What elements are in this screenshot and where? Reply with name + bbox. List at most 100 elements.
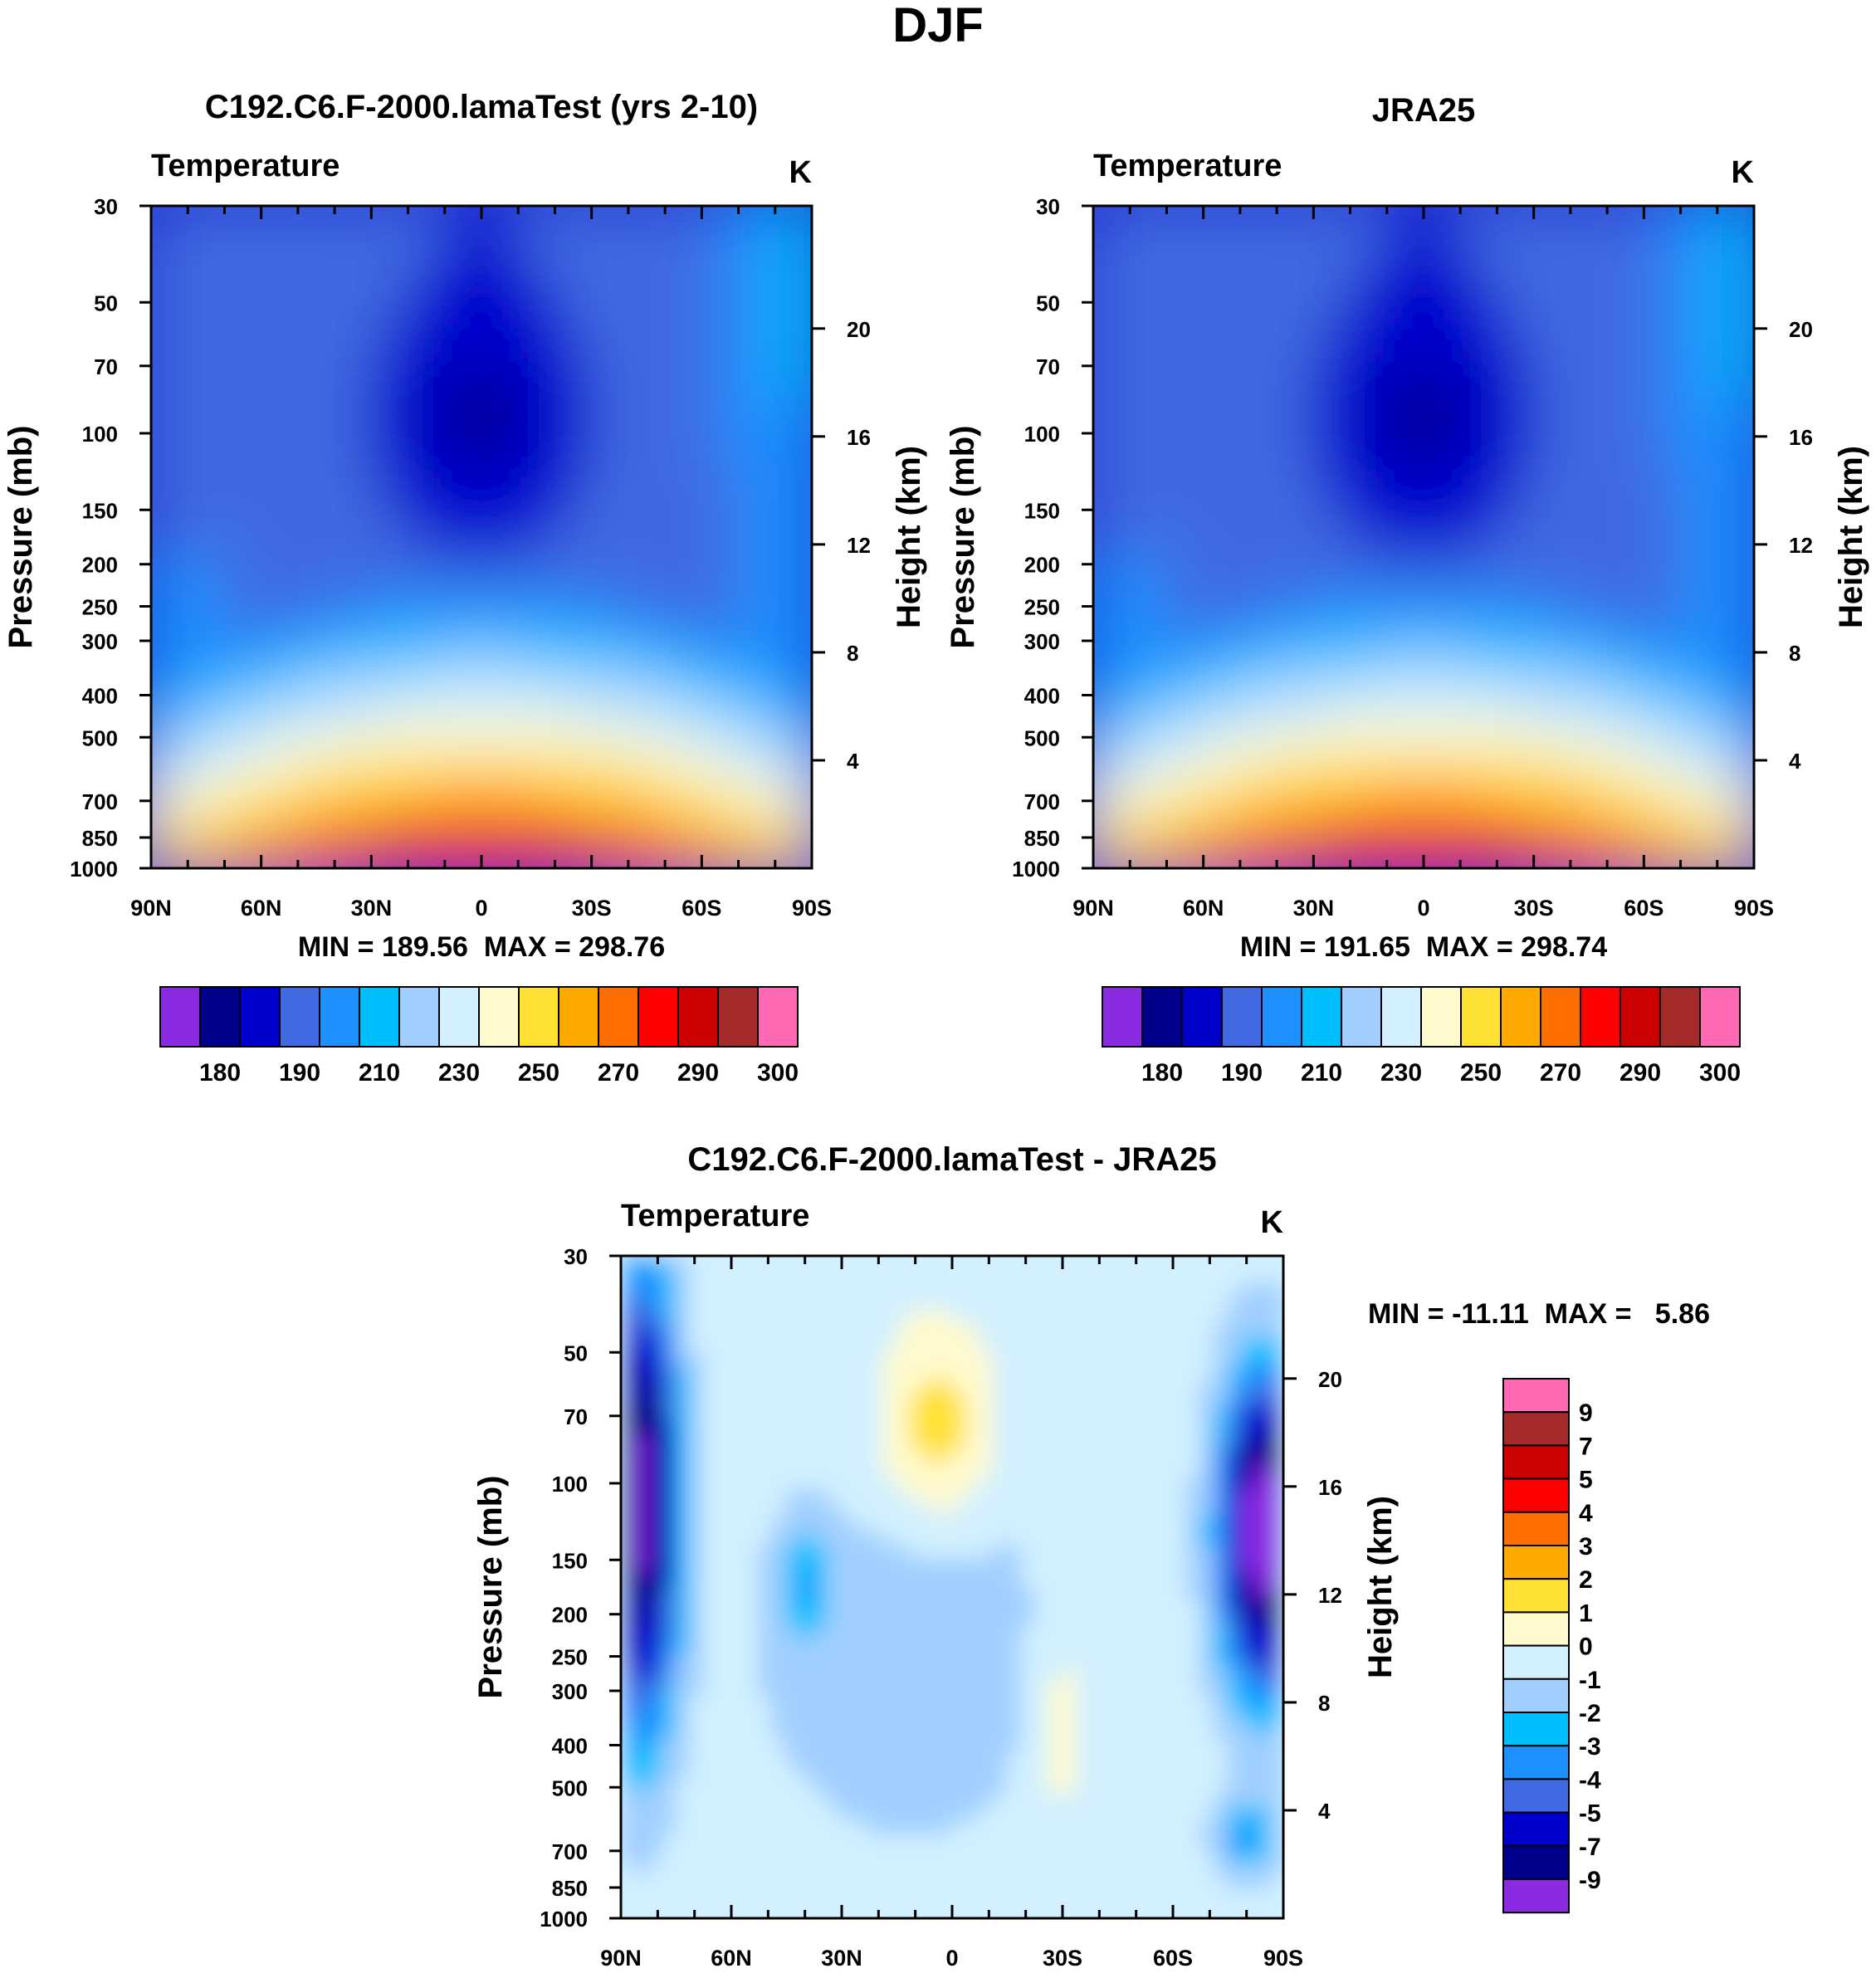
contour-field-cells (621, 1256, 1283, 1918)
colorbar-swatch (1620, 986, 1661, 1048)
colorbar-label: -9 (1579, 1867, 1601, 1894)
colorbar-swatch (1502, 1678, 1570, 1714)
pressure-tick-label: 850 (82, 826, 118, 851)
panel-model-colorbar: 180 190 210 230 250 270 290 300 (159, 986, 799, 1087)
pressure-tick-label: 400 (82, 683, 118, 708)
contour-field-cells (151, 206, 812, 868)
height-tick-label: 4 (847, 749, 859, 774)
height-tick-label: 12 (1318, 1583, 1342, 1608)
colorbar-label: 300 (757, 1059, 799, 1087)
colorbar-label: 2 (1579, 1566, 1593, 1594)
height-tick-label: 20 (1789, 317, 1813, 342)
pressure-tick-label: 1000 (540, 1907, 588, 1932)
pressure-tick-label: 500 (1024, 725, 1060, 750)
colorbar-swatch (159, 986, 201, 1048)
height-tick-label: 16 (1318, 1475, 1342, 1500)
colorbar-label: 270 (1540, 1059, 1581, 1087)
height-tick-label: 4 (1318, 1799, 1331, 1824)
panel-reanalysis-ylabel: Pressure (mb) (945, 426, 981, 649)
colorbar-swatch (438, 986, 480, 1048)
panel-difference-latitude-axis: 90N 60N 30N 0 30S 60S 90S (600, 1256, 1303, 1971)
latitude-tick-label: 90S (1263, 1946, 1303, 1971)
pressure-tick-label: 50 (94, 291, 118, 315)
panel-model: C192.C6.F-2000.lamaTest (yrs 2-10) Tempe… (2, 89, 927, 1087)
panel-model-pressure-axis: 30 50 70 100 150 200 250 300 400 500 700 850 1000 (70, 194, 151, 882)
panel-model-latitude-axis: 90N 60N 30N 0 30S 60S 90S (130, 206, 832, 921)
pressure-tick-label: 700 (1024, 789, 1060, 814)
pressure-tick-label: 300 (552, 1679, 588, 1704)
latitude-tick-label: 60N (711, 1946, 752, 1971)
colorbar-label: 230 (1380, 1059, 1422, 1087)
panel-model-ylabel-right: Height (km) (891, 446, 927, 628)
colorbar-label: 190 (1221, 1059, 1263, 1087)
pressure-tick-label: 200 (552, 1603, 588, 1628)
colorbar-swatch (1102, 986, 1143, 1048)
colorbar-swatch (1502, 1378, 1570, 1414)
colorbar-label: 1 (1579, 1599, 1593, 1627)
colorbar-swatch (1500, 986, 1541, 1048)
colorbar-label: 210 (359, 1059, 400, 1087)
panel-model-height-axis: 20 16 12 8 4 (812, 317, 871, 774)
panel-reanalysis-pressure-axis: 30 50 70 100 150 200 250 300 400 500 700 850 1000 (1012, 194, 1093, 882)
latitude-tick-label: 0 (1417, 896, 1429, 921)
pressure-tick-label: 200 (1024, 553, 1060, 578)
colorbar-swatch (1502, 1578, 1570, 1614)
pressure-tick-label: 100 (82, 422, 118, 447)
height-tick-label: 4 (1789, 749, 1801, 774)
pressure-tick-label: 70 (94, 354, 118, 379)
latitude-tick-label: 60S (1153, 1946, 1193, 1971)
colorbar-swatch (1460, 986, 1502, 1048)
colorbar-swatch (319, 986, 360, 1048)
pressure-tick-label: 200 (82, 553, 118, 578)
latitude-tick-label: 30N (821, 1946, 862, 1971)
colorbar-label: 0 (1579, 1634, 1593, 1661)
colorbar-swatch (478, 986, 520, 1048)
height-tick-label: 8 (847, 641, 858, 666)
pressure-tick-label: 50 (564, 1341, 588, 1365)
colorbar-swatch (1502, 1644, 1570, 1680)
colorbar-label: -3 (1579, 1733, 1601, 1761)
colorbar-label: 5 (1579, 1467, 1593, 1494)
colorbar-swatch (1502, 1811, 1570, 1847)
colorbar-swatch (1502, 1411, 1570, 1447)
pressure-tick-label: 850 (1024, 826, 1060, 851)
colorbar-label: 290 (677, 1059, 719, 1087)
pressure-tick-label: 250 (1024, 595, 1060, 620)
colorbar-swatch (1502, 1844, 1570, 1881)
latitude-tick-label: 30S (1514, 896, 1554, 921)
latitude-tick-label: 30N (1293, 896, 1335, 921)
colorbar-swatch (1261, 986, 1302, 1048)
panel-model-units-label: K (789, 155, 813, 190)
colorbar-label: 190 (279, 1059, 320, 1087)
colorbar-label: 4 (1579, 1500, 1593, 1527)
pressure-tick-label: 150 (1024, 498, 1060, 523)
panel-difference-height-axis: 20 16 12 8 4 (1283, 1367, 1342, 1824)
panel-model-stats: MIN = 189.56 MAX = 298.76 (298, 931, 665, 963)
colorbar-swatch (279, 986, 320, 1048)
pressure-tick-label: 250 (82, 595, 118, 620)
height-tick-label: 20 (1318, 1367, 1342, 1392)
panel-difference-units-label: K (1261, 1205, 1284, 1240)
latitude-tick-label: 0 (945, 1946, 958, 1971)
colorbar-label: 270 (598, 1059, 639, 1087)
panel-difference-title: C192.C6.F-2000.lamaTest - JRA25 (687, 1141, 1216, 1178)
pressure-tick-label: 400 (552, 1733, 588, 1758)
panel-difference: C192.C6.F-2000.lamaTest - JRA25 Temperat… (472, 1141, 1710, 1971)
pressure-tick-label: 1000 (1012, 857, 1060, 882)
colorbar-label: 180 (199, 1059, 241, 1087)
colorbar-swatch (1502, 1444, 1570, 1480)
colorbar-label: -5 (1579, 1800, 1601, 1828)
panel-difference-ylabel-right: Height (km) (1362, 1496, 1399, 1678)
latitude-tick-label: 60N (241, 896, 282, 921)
panel-reanalysis: JRA25 Temperature K 30507010015020025030… (945, 92, 1869, 1087)
latitude-tick-label: 90S (1734, 896, 1774, 921)
pressure-tick-label: 50 (1036, 291, 1060, 315)
pressure-tick-label: 150 (552, 1548, 588, 1573)
pressure-tick-label: 500 (82, 725, 118, 750)
figure-title: DJF (892, 0, 984, 52)
colorbar-label: 7 (1579, 1433, 1593, 1460)
panel-reanalysis-latitude-axis: 90N 60N 30N 0 30S 60S 90S (1072, 206, 1774, 921)
colorbar-swatch (1659, 986, 1701, 1048)
latitude-tick-label: 0 (475, 896, 487, 921)
latitude-tick-label: 60S (1624, 896, 1663, 921)
